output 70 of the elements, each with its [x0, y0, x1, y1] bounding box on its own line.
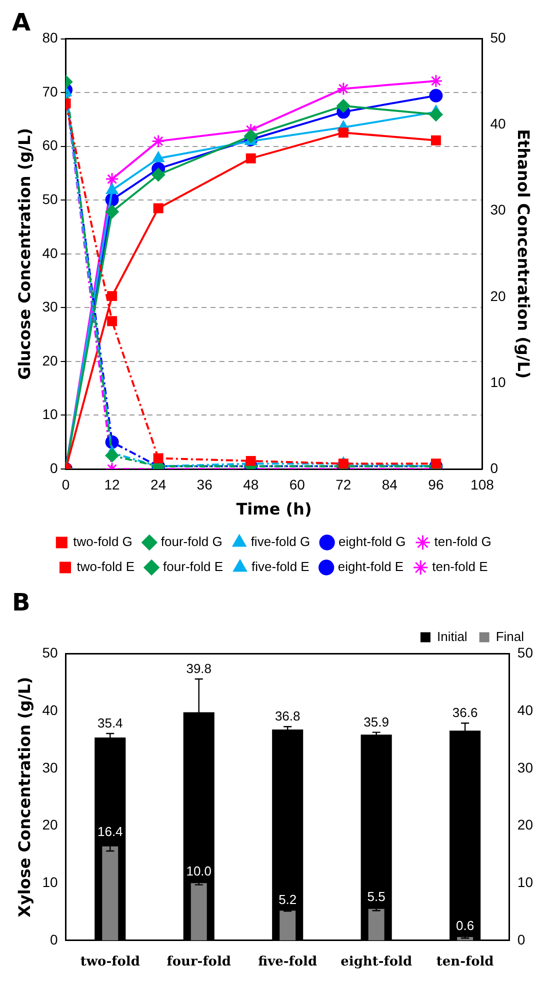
x-tick-label: 60 [289, 476, 306, 492]
y-tick-label: 30 [42, 759, 58, 776]
legend-label: eight-fold G [338, 534, 406, 550]
y2-tick-label: 0 [490, 460, 498, 476]
legend-label: two-fold E [76, 559, 135, 574]
y-tick-label: 20 [42, 352, 58, 368]
data-label: 0.6 [456, 918, 474, 933]
x-axis-title: Time (h) [236, 500, 312, 519]
y2-tick-label: 50 [517, 644, 534, 661]
data-label: 35.4 [97, 716, 123, 731]
y-tick-label: 0 [50, 460, 58, 476]
y2-axis-title: Ethanol Concentration (g/L) [514, 129, 534, 379]
y2-tick-label: 10 [490, 374, 506, 390]
y2-tick-label: 0 [517, 931, 526, 948]
x-tick-label: 36 [196, 476, 213, 492]
y-tick-label: 70 [42, 83, 58, 100]
x-tick-label: 12 [104, 476, 120, 492]
x-tick-label: five-fold [258, 954, 318, 970]
y2-tick-label: 30 [490, 202, 506, 218]
y-tick-label: 10 [42, 406, 58, 422]
chart-title: B [12, 588, 30, 617]
y-tick-label: 60 [42, 137, 58, 154]
y2-tick-label: 40 [517, 702, 534, 718]
data-label: 36.8 [274, 708, 300, 724]
y2-tick-label: 10 [517, 874, 534, 890]
x-tick-label: ten-fold [436, 954, 494, 970]
legend-label: Final [496, 628, 524, 644]
y-axis-title: Glucose Concentration (g/L) [14, 128, 34, 380]
y-tick-label: 80 [42, 30, 58, 46]
legend-label: five-fold G [250, 534, 310, 550]
legend-label: ten-fold E [432, 559, 488, 574]
x-tick-label: eight-fold [340, 954, 412, 970]
data-label: 39.8 [186, 661, 212, 676]
y-axis-title: Xylose Concentration (g/L) [14, 676, 34, 918]
legend-label: eight-fold E [338, 559, 404, 574]
legend-label: five-fold E [252, 559, 310, 574]
data-label: 16.4 [97, 824, 123, 839]
x-tick-label: 84 [382, 476, 398, 492]
legend-label: four-fold E [163, 559, 224, 574]
data-label: 10.0 [186, 863, 212, 878]
y2-tick-label: 20 [490, 288, 506, 304]
legend-label: two-fold G [73, 534, 132, 550]
data-label: 5.5 [367, 889, 386, 904]
x-tick-label: 0 [62, 476, 70, 492]
x-tick-label: 72 [336, 476, 352, 492]
x-tick-label: four-fold [166, 954, 231, 970]
y2-tick-label: 50 [490, 30, 506, 46]
y-tick-label: 30 [42, 298, 58, 315]
x-tick-label: 48 [243, 476, 259, 492]
x-tick-label: 108 [470, 476, 494, 492]
y-tick-label: 50 [42, 644, 58, 661]
legend-label: Initial [436, 628, 468, 644]
y2-tick-label: 40 [490, 116, 506, 132]
x-tick-label: two-fold [80, 954, 140, 970]
y-tick-label: 10 [42, 874, 58, 890]
data-label: 36.6 [452, 705, 478, 720]
y-tick-label: 0 [50, 931, 58, 948]
y-tick-label: 20 [42, 816, 58, 833]
y2-tick-label: 30 [517, 759, 534, 776]
y-tick-label: 40 [42, 702, 58, 718]
x-tick-label: 24 [150, 476, 166, 492]
data-label: 5.2 [278, 892, 297, 908]
y-tick-label: 40 [42, 244, 58, 261]
y2-tick-label: 20 [517, 816, 534, 833]
chart-title: A [12, 8, 31, 37]
data-label: 35.9 [364, 714, 389, 730]
legend-label: ten-fold G [434, 534, 492, 550]
y-tick-label: 50 [42, 190, 58, 207]
legend-label: four-fold G [160, 534, 222, 550]
x-tick-label: 96 [428, 476, 444, 492]
